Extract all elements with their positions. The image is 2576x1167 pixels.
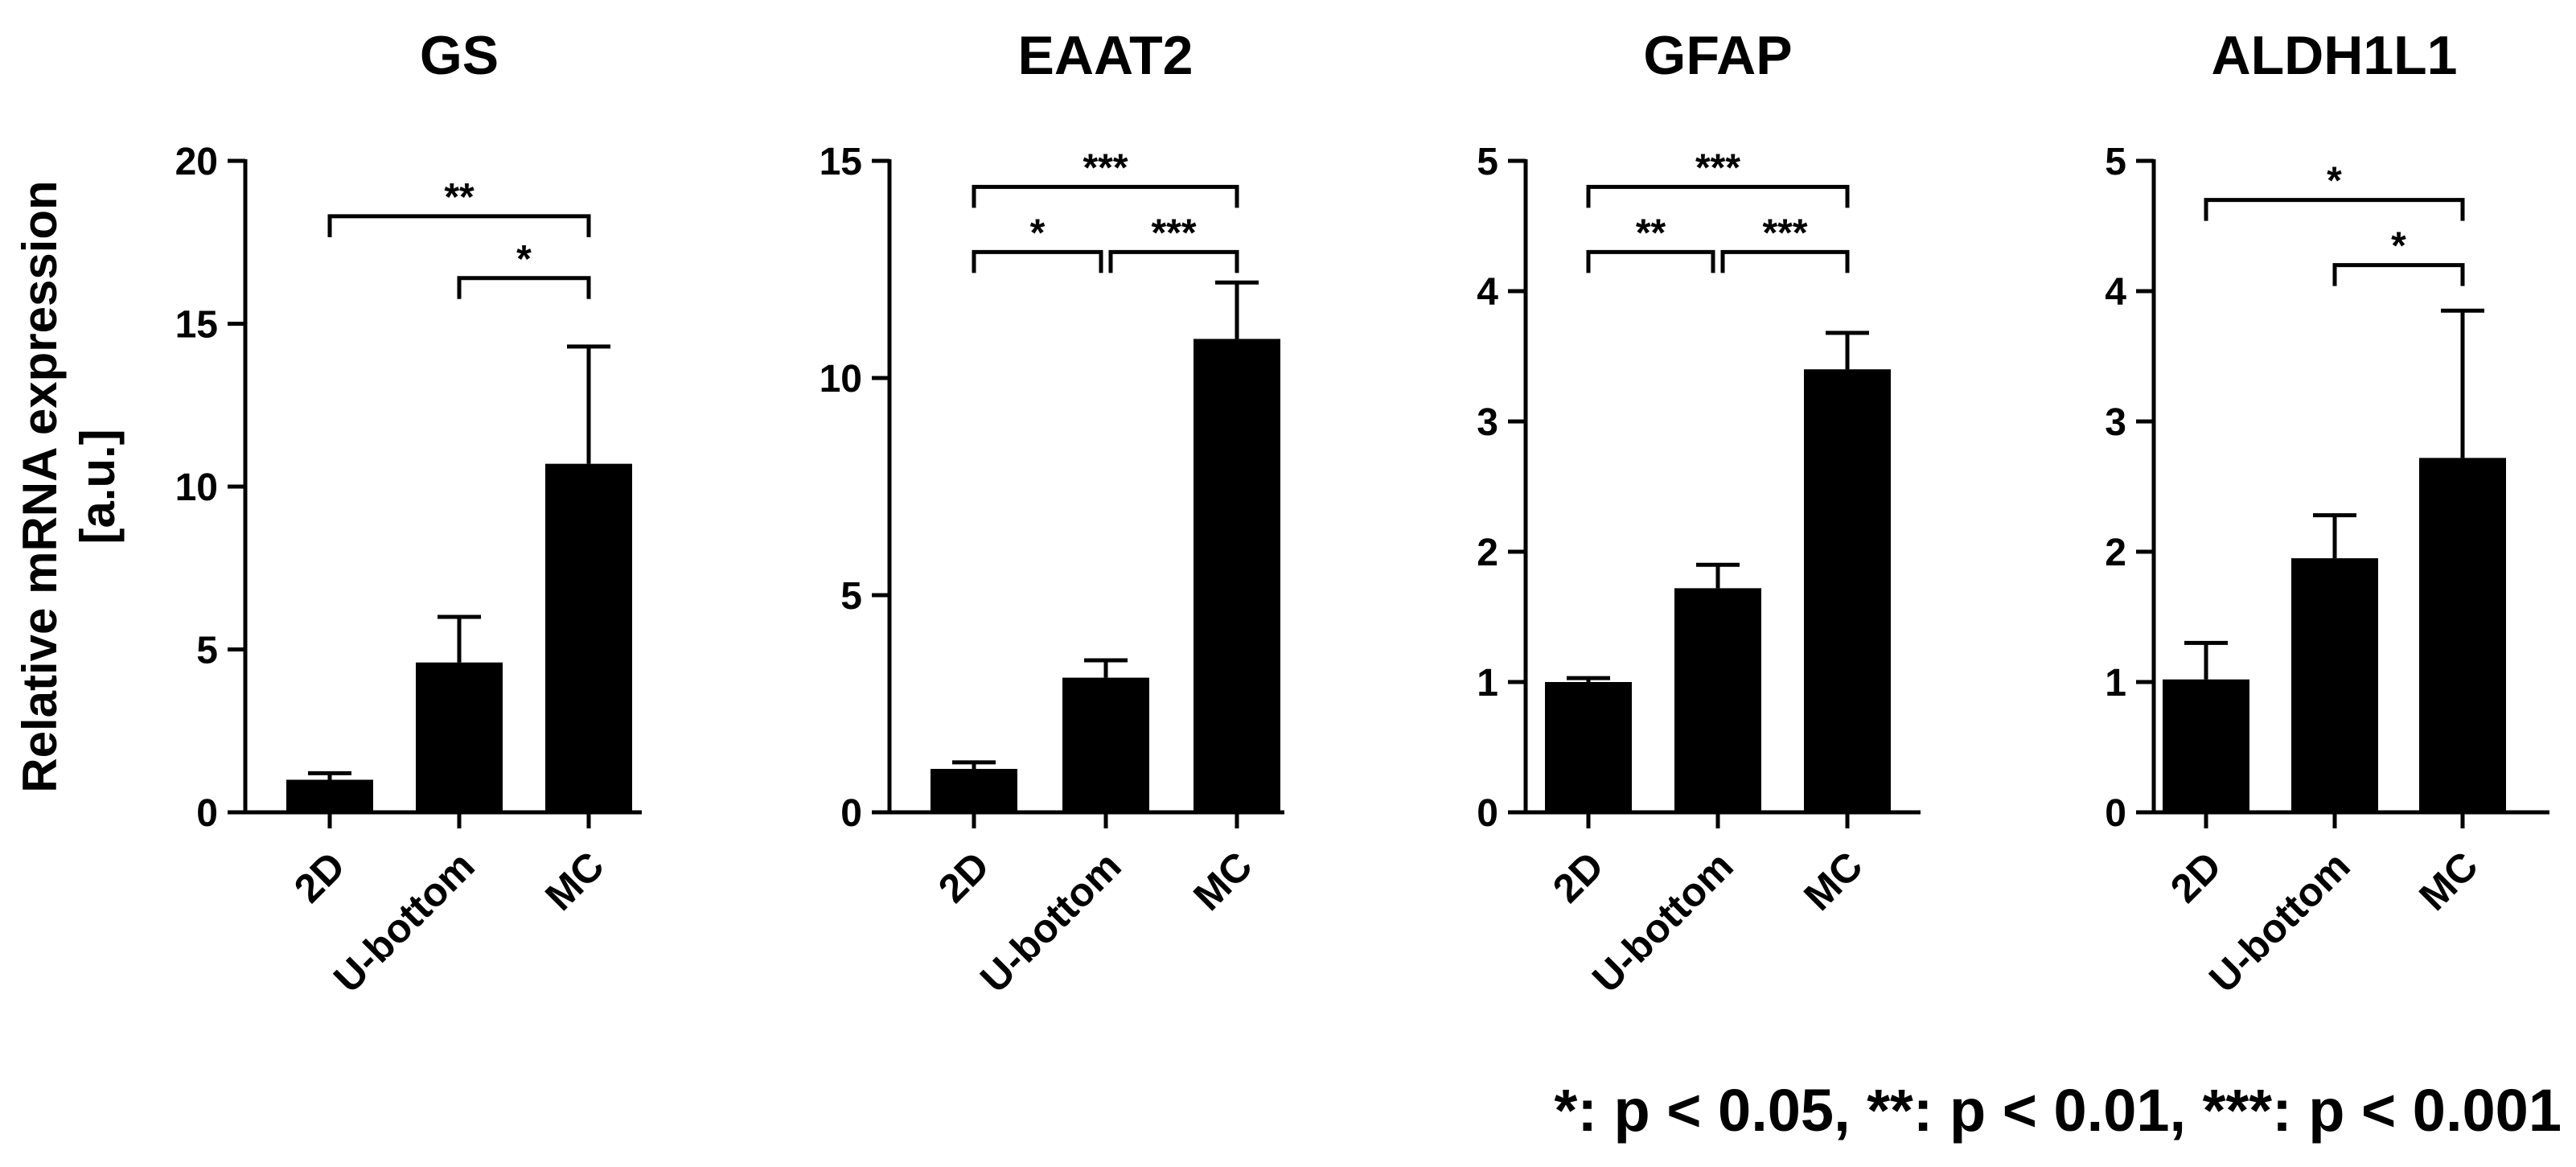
panel-4-bar-2	[2291, 558, 2378, 812]
y-axis-label-line2: [a.u.]	[71, 429, 125, 544]
panel-3-category-label-3: MC	[1795, 843, 1871, 919]
panel-4-significance-bracket-2	[2332, 263, 2465, 286]
panel-3-significance-bracket-3	[1720, 249, 1850, 273]
panel-3-y-tick-label: 1	[1477, 662, 1498, 705]
panel-4-significance-label-2: *	[2391, 225, 2406, 268]
panel-2-significance-bracket-2	[972, 249, 1103, 273]
panel-1-y-tick-label: 5	[196, 630, 218, 672]
panel-2-significance-label-1: ***	[1083, 146, 1128, 189]
panel-3-y-tick-label: 4	[1477, 271, 1498, 314]
panel-2-category-label-1: 2D	[930, 843, 998, 911]
panel-4-bar-1	[2163, 679, 2249, 812]
panel-2-category-label-2: U-bottom	[972, 843, 1130, 1001]
panel-1-category-label-1: 2D	[286, 843, 354, 911]
panel-1-significance-label-1: **	[444, 176, 475, 219]
panel-2-y-tick-label: 5	[840, 575, 862, 618]
panel-4-significance-bracket-1	[2204, 198, 2465, 221]
panel-3-bar-3	[1804, 369, 1891, 812]
panel-1-category-label-2: U-bottom	[325, 843, 483, 1001]
panel-4-bar-3	[2419, 458, 2506, 812]
panel-1-y-tick-label: 20	[175, 141, 218, 183]
panel-2-significance-label-2: *	[1030, 212, 1046, 254]
panel-4-category-label-3: MC	[2410, 843, 2487, 919]
panel-1-bar-3	[545, 463, 632, 812]
panel-3-title: GFAP	[1643, 25, 1792, 86]
panel-4-category-label-1: 2D	[2162, 843, 2230, 911]
panel-2-significance-bracket-3	[1108, 249, 1239, 273]
panel-2-bar-3	[1194, 339, 1280, 812]
panel-1-significance-label-2: *	[516, 238, 532, 281]
significance-footnote: *: p < 0.05, **: p < 0.01, ***: p < 0.00…	[1554, 1077, 2562, 1144]
panel-2-significance-label-3: ***	[1151, 212, 1196, 254]
y-axis-label: Relative mRNA expression [a.u.]	[13, 180, 125, 792]
panel-4-category-label-2: U-bottom	[2200, 843, 2359, 1001]
panel-2-y-tick-label: 15	[820, 141, 862, 183]
panel-2-category-label-3: MC	[1185, 843, 1261, 919]
panel-3-y-tick-label: 5	[1477, 141, 1498, 183]
panel-1-significance-bracket-2	[457, 276, 591, 299]
panel-3-category-label-2: U-bottom	[1584, 843, 1742, 1001]
panel-1-y-tick-label: 15	[175, 304, 218, 347]
panel-2-bar-2	[1062, 677, 1149, 812]
panel-3-bar-1	[1545, 682, 1632, 812]
panel-3-significance-bracket-1	[1586, 184, 1850, 208]
panel-2-significance-bracket-1	[972, 184, 1239, 208]
panel-3-significance-label-2: **	[1636, 212, 1666, 254]
panel-4-y-tick-label: 2	[2105, 532, 2126, 574]
panel-3-significance-label-1: ***	[1695, 146, 1740, 189]
y-axis-label-line1: Relative mRNA expression	[13, 180, 67, 792]
panel-1-significance-bracket-1	[327, 214, 591, 237]
panel-3-bar-2	[1674, 588, 1761, 812]
panel-2-y-tick-label: 0	[840, 792, 862, 835]
panel-4-y-tick-label: 1	[2105, 662, 2126, 705]
panel-3-y-tick-label: 2	[1477, 532, 1498, 574]
panel-3-significance-bracket-2	[1586, 249, 1715, 273]
panel-4-title: ALDH1L1	[2211, 25, 2457, 86]
panel-4-y-tick-label: 3	[2105, 401, 2126, 444]
panel-1-y-tick-label: 0	[196, 792, 218, 835]
panel-1-title: GS	[420, 25, 499, 86]
panel-1-bar-2	[416, 662, 503, 812]
panel-3-y-tick-label: 3	[1477, 401, 1498, 444]
panel-3-category-label-1: 2D	[1544, 843, 1613, 911]
panel-1-category-label-3: MC	[536, 843, 613, 919]
panel-4-y-tick-label: 0	[2105, 792, 2126, 835]
panel-2-title: EAAT2	[1018, 25, 1194, 86]
panel-1-y-tick-label: 10	[175, 466, 218, 509]
panel-1-bar-1	[286, 779, 373, 812]
panel-3-y-tick-label: 0	[1477, 792, 1498, 835]
panel-4-y-tick-label: 4	[2105, 271, 2126, 314]
panel-3-significance-label-3: ***	[1762, 212, 1807, 254]
panel-4-significance-label-1: *	[2327, 160, 2342, 203]
panel-4-y-tick-label: 5	[2105, 141, 2126, 183]
panel-2-bar-1	[931, 769, 1017, 812]
panel-2-y-tick-label: 10	[820, 358, 862, 401]
